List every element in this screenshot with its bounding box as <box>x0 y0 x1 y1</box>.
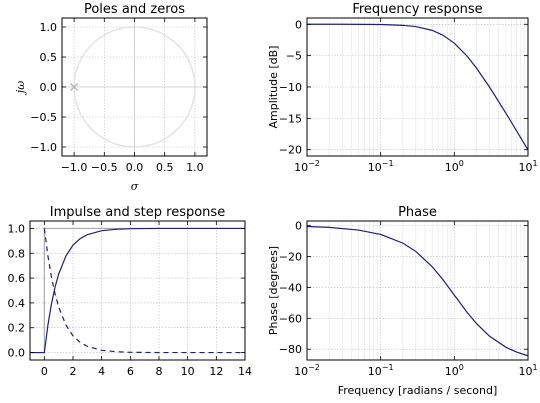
x-tick-label: 12 <box>209 365 223 378</box>
x-tick-label: −0.5 <box>91 161 118 174</box>
y-tick-label: 0.2 <box>8 322 26 335</box>
x-tick-label: 0 <box>41 365 48 378</box>
x-tick-label: 101 <box>518 159 537 174</box>
plot-area <box>307 23 528 151</box>
y-tick-label: −80 <box>279 343 302 356</box>
y-axis-label: Amplitude [dB] <box>267 46 280 129</box>
x-tick-label: 10 <box>181 365 195 378</box>
chart-title: Poles and zeros <box>84 2 185 17</box>
y-tick-label: −15 <box>279 112 302 125</box>
y-tick-label: 0 <box>295 18 302 31</box>
impulse-series-0 <box>30 227 245 354</box>
y-tick-label: −60 <box>279 312 302 325</box>
y-tick-label: −1.0 <box>30 141 57 154</box>
x-tick-label: 8 <box>156 365 163 378</box>
x-tick-label: 10−2 <box>294 159 320 174</box>
y-tick-label: 1.0 <box>8 222 26 235</box>
x-tick-label: 14 <box>238 365 252 378</box>
y-tick-label: 0.8 <box>8 247 26 260</box>
pole-marker-0 <box>70 83 79 91</box>
x-tick-label: −1.0 <box>61 161 88 174</box>
x-tick-label: 1.0 <box>186 161 204 174</box>
y-tick-label: −20 <box>279 144 302 157</box>
phase-panel: 10−2 10−1 100 101 0 −20 −40 −60 −80 Phase Frequenc… <box>267 205 538 397</box>
chart-title: Frequency response <box>352 2 482 17</box>
y-tick-label: −10 <box>279 81 302 94</box>
y-tick-label: −0.5 <box>30 111 57 124</box>
x-tick-label: 100 <box>445 159 464 174</box>
y-tick-label: 0.0 <box>8 347 26 360</box>
x-tick-label: 100 <box>445 363 464 378</box>
phase-series-0 <box>307 225 528 357</box>
impulse-step-panel: 0 2 4 6 8 10 12 14 0.0 0.2 0.4 0.6 0.8 1.0 Impulse and… <box>8 205 253 378</box>
x-axis-label: Frequency [radians / second] <box>338 384 498 397</box>
x-tick-label: 6 <box>127 365 134 378</box>
plot-area <box>307 225 528 357</box>
x-tick-label: 10−2 <box>294 363 320 378</box>
chart-title: Phase <box>398 205 437 220</box>
impulse-series-1 <box>30 227 245 354</box>
x-tick-label: 4 <box>98 365 105 378</box>
y-axis-label: Phase [degrees] <box>267 246 280 335</box>
y-tick-label: −5 <box>286 50 302 63</box>
y-axis-label: jω <box>14 81 27 96</box>
x-axis-label: σ <box>131 180 139 193</box>
axes-frame <box>29 220 246 361</box>
impulse-series-2 <box>43 228 245 354</box>
y-tick-label: 0.4 <box>8 297 26 310</box>
axes-frame <box>306 220 529 361</box>
x-tick-label: 101 <box>518 363 537 378</box>
y-tick-label: −40 <box>279 281 302 294</box>
y-tick-label: 0.5 <box>40 51 58 64</box>
y-tick-label: 0 <box>295 220 302 233</box>
x-tick-label: 10−1 <box>368 363 394 378</box>
y-tick-label: 0.0 <box>40 81 58 94</box>
poles-zeros-panel: −1.0 −0.5 0.0 0.5 1.0−1.0−0.50.00.51.0Poles … <box>14 2 208 193</box>
freq-series-0 <box>307 23 528 151</box>
plot-area <box>30 227 245 354</box>
chart-title: Impulse and step response <box>50 205 225 220</box>
x-tick-label: 10−1 <box>368 159 394 174</box>
x-tick-label: 0.0 <box>126 161 144 174</box>
x-tick-label: 0.5 <box>156 161 174 174</box>
y-tick-label: −20 <box>279 251 302 264</box>
frequency-response-panel: 10−2 10−1 100 101 0 −5 −10 −15 −20 Frequency resp… <box>267 2 538 174</box>
x-tick-label: 2 <box>70 365 77 378</box>
y-tick-label: 0.6 <box>8 272 26 285</box>
y-tick-label: 1.0 <box>40 21 58 34</box>
plot-area <box>62 18 207 156</box>
